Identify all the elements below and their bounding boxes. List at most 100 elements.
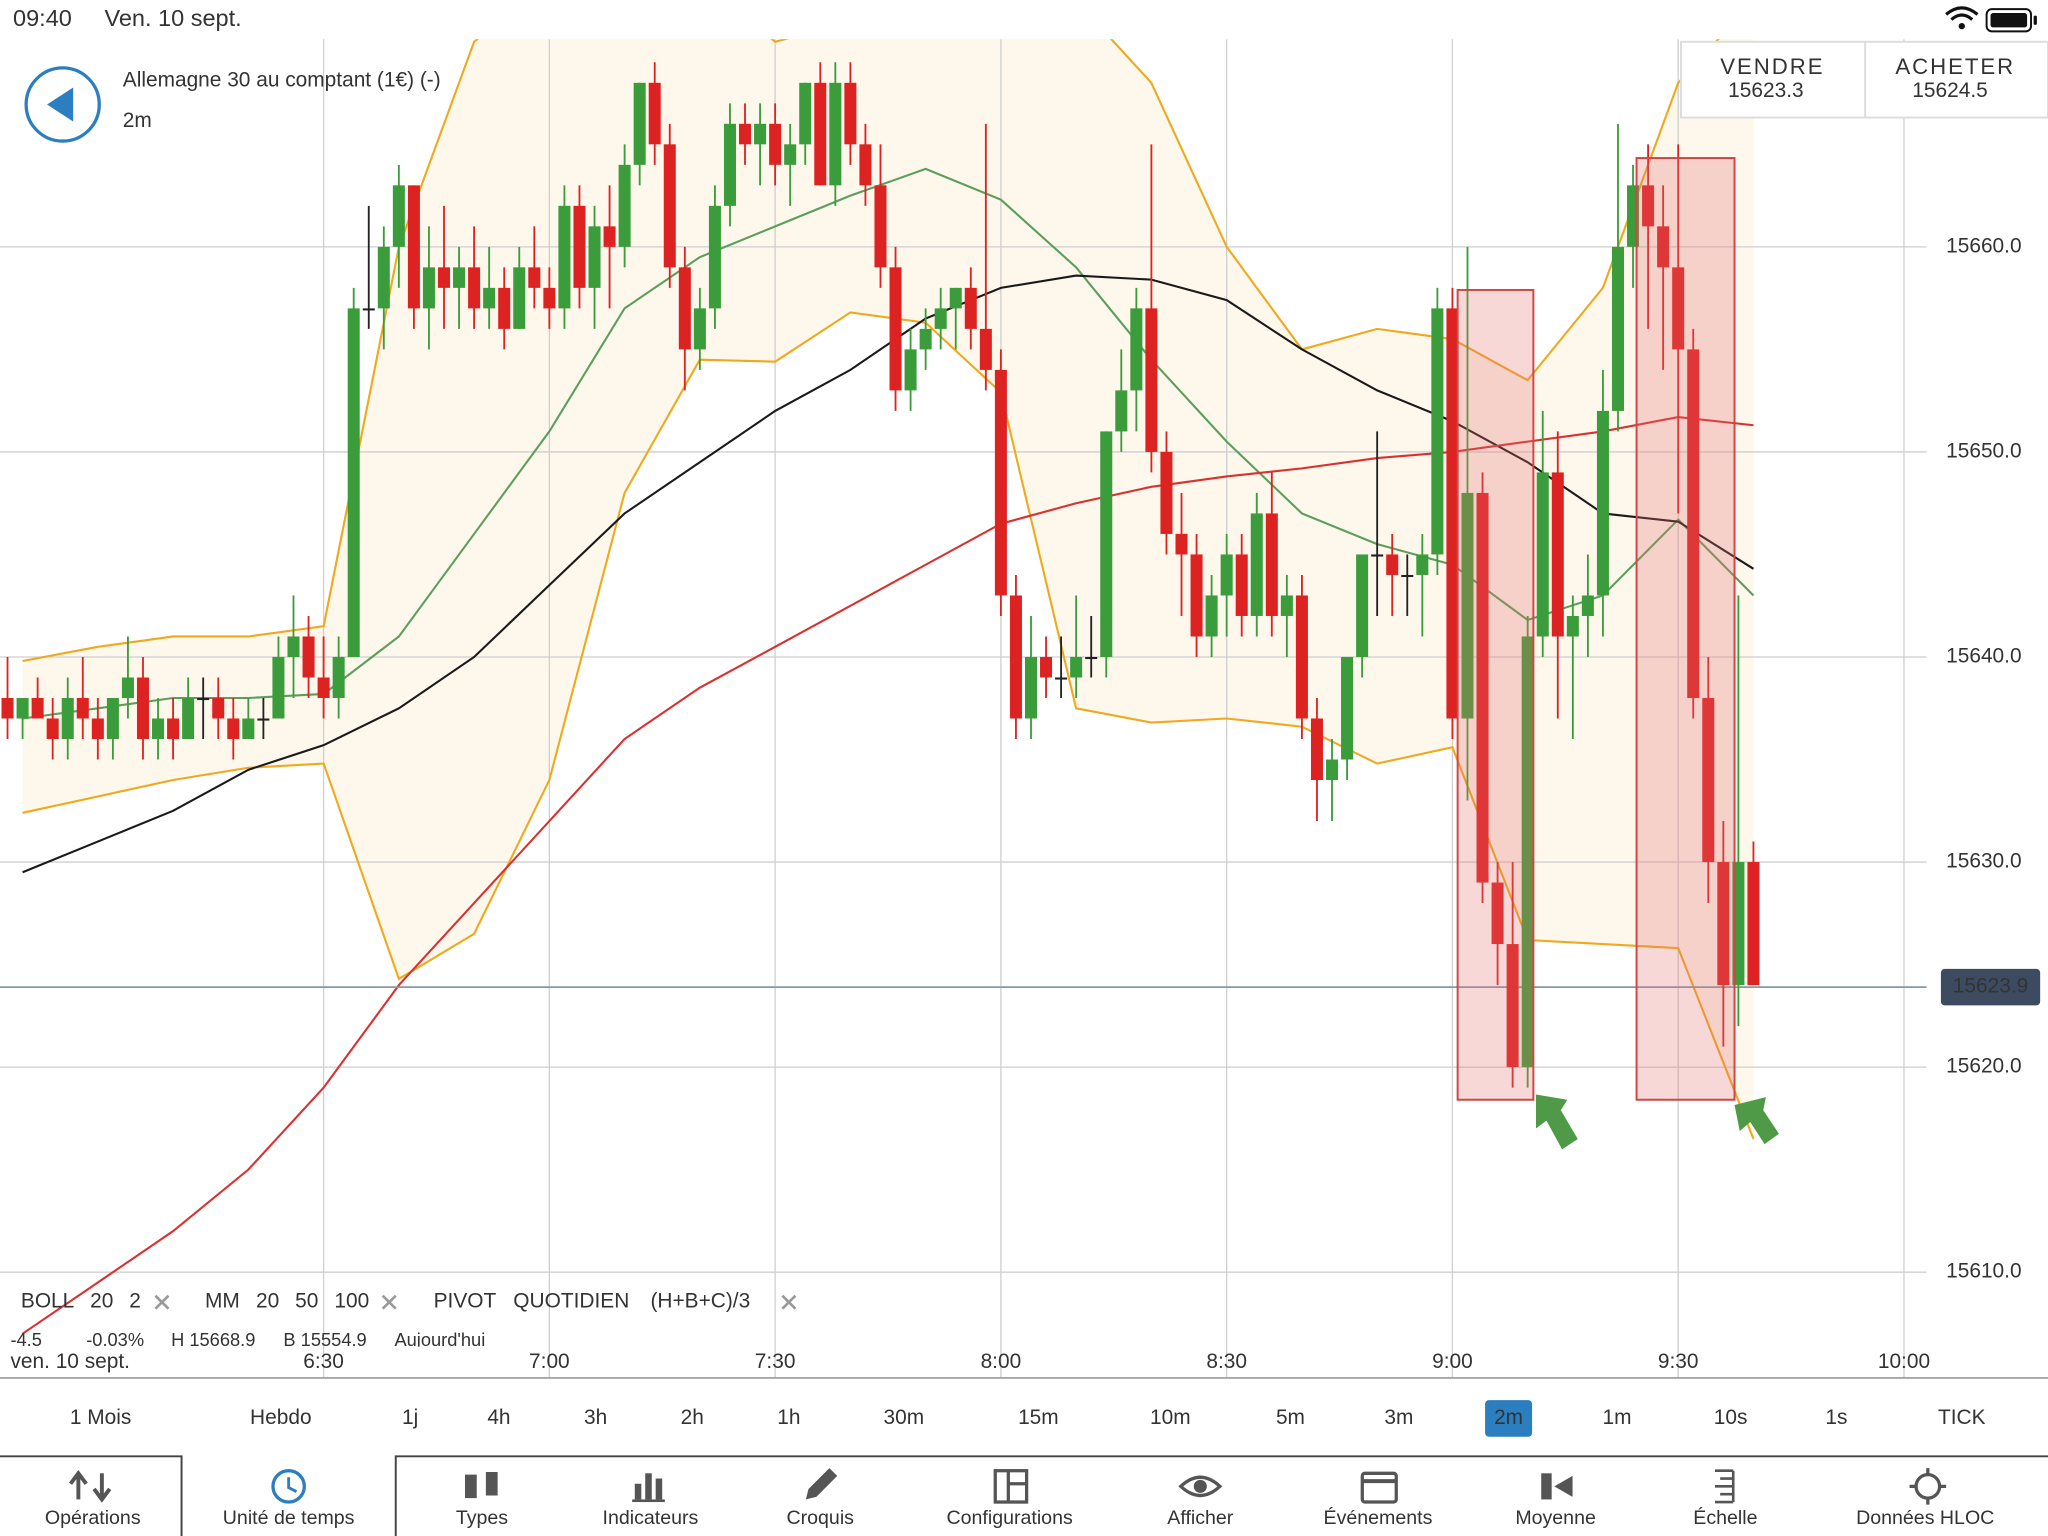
x-tick-label: 9:00 (1432, 1350, 1473, 1373)
timeframe-button[interactable]: 5m (1276, 1406, 1305, 1429)
toolbar-label: Croquis (787, 1507, 855, 1529)
indicator-line (22, 274, 1755, 874)
timeframe-button[interactable]: 30m (884, 1406, 925, 1429)
candle-body (889, 267, 902, 391)
buy-button[interactable]: ACHETER 15624.5 (1895, 54, 2015, 102)
candle-body (1250, 513, 1263, 616)
timeframe-selected-bg (1485, 1400, 1533, 1437)
candle-body (1310, 718, 1323, 781)
candle-body (1085, 656, 1098, 660)
candle-body (874, 185, 887, 268)
candle-body (1446, 308, 1459, 719)
candle-body (1175, 533, 1188, 555)
toolbar-button[interactable]: Données HLOC (1856, 1507, 1994, 1529)
candle-body (1536, 472, 1549, 637)
candle-body (1687, 349, 1700, 698)
candle-body (1295, 595, 1308, 719)
legend-item: QUOTIDIEN (513, 1290, 629, 1313)
x-tick-label: 10:00 (1878, 1350, 1930, 1373)
toolbar-button[interactable]: Échelle (1693, 1506, 1757, 1529)
toolbar: Opérations Unité de temps Types Indicateurs… (45, 1468, 1994, 1529)
candle-body (182, 697, 195, 740)
x-tick-label: 7:30 (755, 1350, 796, 1373)
candle-body (1566, 615, 1579, 637)
candle-body (814, 82, 827, 186)
candle-body (859, 144, 872, 186)
timeframe-button[interactable]: 1m (1602, 1406, 1631, 1429)
remove-indicator[interactable] (154, 1294, 170, 1310)
plot-area (0, 39, 1927, 1378)
candle-body (1521, 636, 1534, 1068)
candle-body (121, 677, 134, 698)
last-price-box (1940, 968, 2041, 1006)
sell-button[interactable]: VENDRE 15623.3 (1720, 54, 1824, 102)
sketch-arrow[interactable] (1536, 1094, 1578, 1150)
timeframe-button[interactable]: 3h (584, 1406, 607, 1429)
candle-body (1401, 574, 1414, 578)
back-button[interactable] (24, 66, 101, 143)
candle-body (919, 328, 932, 350)
timeframe-button[interactable]: Hebdo (250, 1406, 312, 1429)
candle-body (1160, 451, 1173, 534)
toolbar-button[interactable]: Indicateurs (603, 1507, 699, 1529)
timeframe-button[interactable]: 2h (681, 1406, 704, 1429)
timeframe-button[interactable]: 1s (1825, 1406, 1847, 1429)
candle-body (708, 205, 721, 309)
toolbar-label: Configurations (947, 1507, 1073, 1529)
toolbar-button[interactable]: Opérations (45, 1507, 141, 1529)
candle-body (1040, 656, 1053, 678)
x-tick-label: 8:30 (1206, 1350, 1247, 1373)
candle-body (347, 308, 360, 657)
candle-body (784, 144, 797, 165)
candle-body (377, 246, 390, 309)
remove-indicator[interactable] (781, 1294, 797, 1310)
toolbar-button[interactable]: Événements (1324, 1506, 1433, 1529)
timeframe-label: 30m (884, 1406, 925, 1429)
sketch-rectangle[interactable] (1456, 288, 1535, 1101)
candle-body (739, 123, 752, 145)
candle-body (558, 205, 571, 309)
candle-body (31, 697, 44, 719)
timeframe-button[interactable]: 1j (402, 1406, 418, 1429)
timeframe-button[interactable]: TICK (1938, 1406, 1986, 1429)
candle-body (437, 267, 451, 288)
remove-indicator[interactable] (381, 1294, 397, 1310)
toolbar-button[interactable]: Configurations (947, 1507, 1073, 1529)
timeframe-button[interactable]: 2m (1485, 1400, 1533, 1437)
sell-label: VENDRE (1720, 54, 1824, 79)
candle-body (1596, 410, 1609, 596)
candle-body (1055, 677, 1068, 680)
toolbar-button[interactable]: Afficher (1167, 1507, 1233, 1529)
timeframe-button[interactable]: 1h (777, 1406, 800, 1429)
timeframe-button[interactable]: 3m (1384, 1406, 1413, 1429)
sketch-rectangle[interactable] (1635, 157, 1736, 1101)
timeframe-button[interactable]: 10m (1150, 1406, 1191, 1429)
toolbar-button[interactable]: Moyenne (1515, 1507, 1596, 1529)
timeframe-label: 2m (1494, 1406, 1523, 1429)
toolbar-label: Types (456, 1507, 508, 1529)
toolbar-label: Indicateurs (603, 1507, 699, 1529)
timeframe-label: 10m (1150, 1406, 1191, 1429)
timeframe-button[interactable]: 15m (1018, 1406, 1059, 1429)
candle-body (829, 82, 842, 186)
candle-body (934, 308, 947, 329)
timeframe-button[interactable]: 4h (487, 1406, 510, 1429)
candle-body (979, 328, 992, 370)
toolbar-button[interactable]: Unité de temps (223, 1507, 355, 1529)
candle-body (167, 718, 180, 740)
candle-body (949, 287, 962, 309)
timeframe-label: 5m (1276, 1406, 1305, 1429)
candle-body (1642, 185, 1655, 227)
sketch-arrow[interactable] (1734, 1097, 1779, 1145)
candle-body (287, 636, 300, 657)
timeframe-button[interactable]: 1 Mois (70, 1406, 131, 1429)
toolbar-button[interactable]: Croquis (787, 1507, 855, 1529)
toolbar-icons (68, 1468, 1947, 1505)
candle-body (302, 636, 315, 678)
timeframe-button[interactable]: 10s (1714, 1406, 1748, 1429)
candle-body (1280, 595, 1293, 616)
toolbar-button[interactable]: Types (456, 1507, 508, 1529)
candle-body (693, 308, 706, 350)
candle-body (1702, 697, 1715, 863)
